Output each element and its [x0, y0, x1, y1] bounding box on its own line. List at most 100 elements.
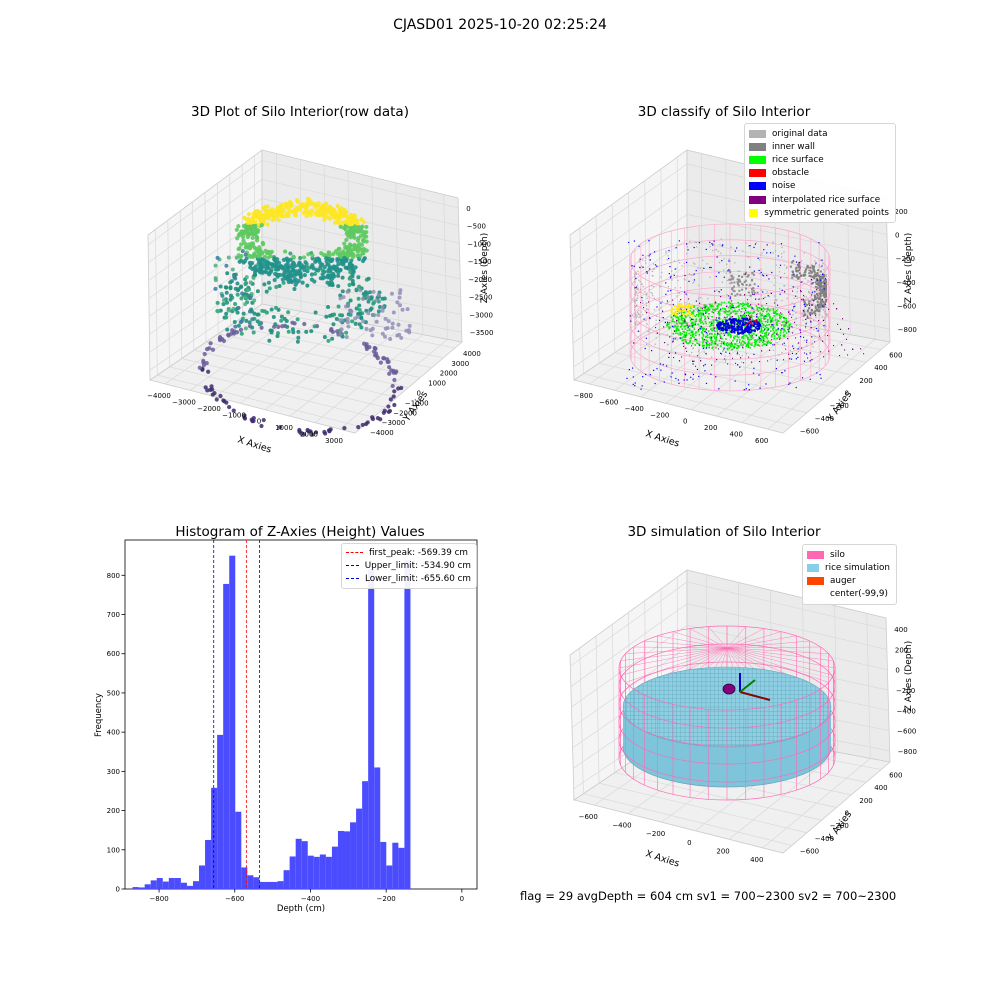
inner-wall-point	[818, 278, 821, 281]
data-point	[254, 228, 259, 233]
original-data-point	[811, 343, 813, 345]
original-data-point	[692, 281, 695, 283]
gridline	[149, 274, 263, 353]
original-data-point	[783, 251, 785, 253]
noise-point	[824, 278, 826, 280]
inner-wall-point	[797, 261, 800, 264]
noise-point	[736, 353, 738, 355]
rice-surface-point	[726, 347, 729, 350]
wireframe-roof-strut	[726, 647, 829, 654]
original-data-point	[634, 274, 636, 276]
interpolated-point	[702, 307, 704, 309]
rice-surface-point	[675, 325, 677, 328]
data-point	[244, 275, 249, 280]
rice-surface-point	[738, 322, 740, 325]
data-point	[339, 327, 344, 332]
noise-point	[628, 241, 630, 244]
rice-surface-point	[750, 306, 753, 309]
rice-surface-point	[774, 312, 777, 315]
noise-point	[678, 382, 680, 384]
noise-point	[746, 317, 749, 320]
rice-surface-point	[734, 310, 737, 313]
original-data-point	[726, 279, 728, 282]
original-data-point	[795, 324, 797, 327]
rice-surface-point	[747, 338, 749, 341]
rice-surface-point	[754, 339, 756, 341]
original-data-point	[641, 267, 644, 269]
noise-point	[803, 360, 806, 362]
interpolated-point	[776, 333, 778, 335]
rice-surface-point	[761, 322, 763, 325]
data-point	[250, 266, 255, 272]
rice-surface-point	[772, 308, 775, 310]
rice-surface-point	[681, 314, 683, 316]
rice-surface-point	[704, 318, 706, 321]
inner-wall-point	[804, 302, 807, 305]
histogram-bar	[343, 831, 351, 889]
noise-point	[680, 308, 682, 310]
data-point	[296, 329, 301, 334]
noise-point	[748, 331, 751, 334]
rice-surface-point	[769, 315, 771, 318]
noise-point	[749, 245, 751, 247]
legend-label: Lower_limit: -655.60 cm	[364, 573, 471, 584]
data-point	[261, 417, 266, 423]
original-data-point	[640, 283, 642, 286]
data-point	[267, 338, 272, 343]
rice-surface-point	[720, 303, 722, 306]
data-point	[323, 431, 328, 436]
data-point	[356, 275, 361, 280]
rice-surface-point	[701, 344, 704, 347]
rice-surface-point	[778, 314, 781, 317]
rice-surface-point	[672, 332, 675, 335]
z-tick-label: 0	[895, 667, 899, 675]
rice-surface-point	[677, 320, 680, 322]
rice-surface-point	[724, 321, 727, 324]
noise-point	[741, 323, 744, 326]
interpolated-point	[673, 357, 675, 359]
noise-point	[742, 317, 745, 320]
rice-surface-point	[702, 339, 705, 342]
original-data-point	[636, 305, 638, 307]
noise-point	[737, 364, 739, 366]
original-data-point	[636, 288, 639, 290]
inner-wall-point	[820, 291, 823, 294]
data-point	[326, 305, 331, 310]
original-data-point	[795, 317, 798, 319]
rice-surface-point	[781, 321, 784, 323]
y-tick-label: 200	[859, 797, 872, 805]
legend-entry-center: center(-99,9)	[807, 588, 890, 601]
noise-point	[788, 383, 790, 385]
original-data-point	[699, 357, 701, 359]
original-data-point	[811, 277, 813, 279]
rice-surface-point	[674, 315, 677, 318]
data-point	[348, 243, 353, 248]
data-point	[215, 300, 220, 305]
rice-surface-point	[697, 310, 699, 313]
rice-surface-point	[676, 322, 678, 325]
data-point	[251, 330, 256, 335]
inner-wall-point	[823, 275, 826, 278]
data-point	[304, 329, 309, 334]
interpolated-point	[681, 356, 683, 358]
rice-surface-point	[695, 339, 698, 341]
rice-surface-point	[734, 321, 737, 324]
original-data-point	[807, 298, 809, 300]
original-data-point	[742, 250, 744, 252]
wireframe-roof-strut	[726, 640, 810, 649]
rice-surface-point	[698, 318, 701, 321]
noise-point	[811, 291, 814, 293]
data-point	[357, 308, 362, 313]
inner-wall-point	[823, 279, 826, 282]
data-point	[348, 249, 354, 254]
symmetric-point	[679, 309, 682, 312]
data-point	[246, 219, 251, 224]
inner-wall-point	[741, 288, 744, 291]
noise-point	[751, 320, 754, 323]
original-data-point	[811, 293, 813, 295]
noise-point	[811, 359, 813, 361]
noise-point	[737, 320, 739, 323]
noise-point	[699, 328, 702, 330]
data-point	[235, 288, 240, 293]
